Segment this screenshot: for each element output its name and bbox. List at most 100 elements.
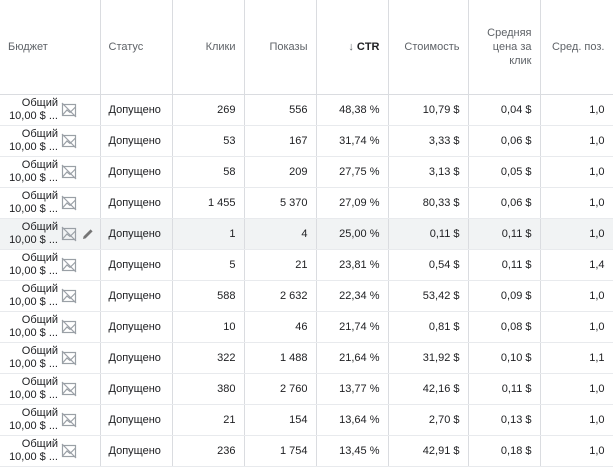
table-row[interactable]: Общий 10,00 $ ... Допущено 269 556 48,38 % 10,… xyxy=(0,94,613,126)
budget-value: Общий 10,00 $ ... xyxy=(0,314,58,340)
cell-budget[interactable]: Общий 10,00 $ ... xyxy=(0,249,101,281)
cell-avg-position: 1,0 xyxy=(540,125,613,157)
cell-ctr: 27,75 % xyxy=(316,156,389,188)
sort-arrow-icon: ↓ xyxy=(348,40,354,53)
cell-status: Допущено xyxy=(100,187,173,219)
cell-budget[interactable]: Общий 10,00 $ ... xyxy=(0,187,101,219)
cell-avg-cpc: 0,06 $ xyxy=(468,125,541,157)
chart-crossed-icon[interactable] xyxy=(61,226,77,242)
cell-impressions: 4 xyxy=(244,218,317,250)
table-row[interactable]: Общий 10,00 $ ... Допущено 5 21 23,81 % 0,54 $… xyxy=(0,249,613,281)
cell-status: Допущено xyxy=(100,125,173,157)
budget-amount: 10,00 $ ... xyxy=(9,295,58,308)
cell-avg-position: 1,0 xyxy=(540,404,613,436)
budget-value: Общий 10,00 $ ... xyxy=(0,159,58,185)
cell-budget[interactable]: Общий 10,00 $ ... xyxy=(0,342,101,374)
cell-ctr: 23,81 % xyxy=(316,249,389,281)
column-header-impressions[interactable]: Показы xyxy=(244,0,317,95)
cell-cost: 31,92 $ xyxy=(388,342,469,374)
cell-avg-position: 1,0 xyxy=(540,373,613,405)
cell-budget[interactable]: Общий 10,00 $ ... xyxy=(0,373,101,405)
cell-avg-cpc: 0,11 $ xyxy=(468,249,541,281)
cell-status: Допущено xyxy=(100,280,173,312)
table-row[interactable]: Общий 10,00 $ ... Допущено 53 167 31,74 % 3,33… xyxy=(0,125,613,157)
cell-avg-cpc: 0,06 $ xyxy=(468,187,541,219)
chart-crossed-icon[interactable] xyxy=(61,102,77,118)
cell-impressions: 154 xyxy=(244,404,317,436)
cell-ctr: 25,00 % xyxy=(316,218,389,250)
column-header-label: Сред. поз. xyxy=(551,40,605,53)
budget-value: Общий 10,00 $ ... xyxy=(0,407,58,433)
chart-crossed-icon[interactable] xyxy=(61,319,77,335)
cell-clicks: 21 xyxy=(172,404,245,436)
cell-status: Допущено xyxy=(100,404,173,436)
cell-avg-cpc: 0,04 $ xyxy=(468,94,541,126)
table-row[interactable]: Общий 10,00 $ ... Допущено 21 154 13,64 % 2,70… xyxy=(0,404,613,436)
budget-type: Общий xyxy=(21,127,58,140)
column-header-ctr[interactable]: ↓ CTR xyxy=(316,0,389,95)
budget-value: Общий 10,00 $ ... xyxy=(0,252,58,278)
cell-status: Допущено xyxy=(100,156,173,188)
budget-type: Общий xyxy=(21,406,58,419)
cell-cost: 3,13 $ xyxy=(388,156,469,188)
cell-cost: 42,16 $ xyxy=(388,373,469,405)
cell-budget[interactable]: Общий 10,00 $ ... xyxy=(0,311,101,343)
budget-value: Общий 10,00 $ ... xyxy=(0,97,58,123)
cell-cost: 0,11 $ xyxy=(388,218,469,250)
cell-budget[interactable]: Общий 10,00 $ ... xyxy=(0,125,101,157)
chart-crossed-icon[interactable] xyxy=(61,195,77,211)
chart-crossed-icon[interactable] xyxy=(61,288,77,304)
cell-avg-cpc: 0,11 $ xyxy=(468,373,541,405)
cell-impressions: 209 xyxy=(244,156,317,188)
column-header-budget[interactable]: Бюджет xyxy=(0,0,101,95)
cell-cost: 3,33 $ xyxy=(388,125,469,157)
table-row[interactable]: Общий 10,00 $ ... Допущено 322 1 488 21,64 % 3… xyxy=(0,342,613,374)
cell-status: Допущено xyxy=(100,94,173,126)
cell-ctr: 13,64 % xyxy=(316,404,389,436)
column-header-label: Показы xyxy=(269,40,308,53)
cell-clicks: 58 xyxy=(172,156,245,188)
pencil-edit-icon[interactable] xyxy=(81,227,95,241)
cell-budget[interactable]: Общий 10,00 $ ... xyxy=(0,280,101,312)
table-row[interactable]: Общий 10,00 $ ... Допущено 588 2 632 22,34 % 5… xyxy=(0,280,613,312)
budget-type: Общий xyxy=(21,344,58,357)
cell-avg-position: 1,0 xyxy=(540,218,613,250)
column-header-status[interactable]: Статус xyxy=(100,0,173,95)
column-header-clicks[interactable]: Клики xyxy=(172,0,245,95)
cell-budget[interactable]: Общий 10,00 $ ... xyxy=(0,404,101,436)
column-header-avg-position[interactable]: Сред. поз. xyxy=(540,0,613,95)
budget-value: Общий 10,00 $ ... xyxy=(0,283,58,309)
cell-avg-position: 1,4 xyxy=(540,249,613,281)
cell-avg-cpc: 0,05 $ xyxy=(468,156,541,188)
budget-amount: 10,00 $ ... xyxy=(9,233,58,246)
chart-crossed-icon[interactable] xyxy=(61,133,77,149)
table-row[interactable]: Общий 10,00 $ ... Допущено 380 2 760 13,77 % 4… xyxy=(0,373,613,405)
chart-crossed-icon[interactable] xyxy=(61,164,77,180)
cell-avg-position: 1,0 xyxy=(540,311,613,343)
cell-budget[interactable]: Общий 10,00 $ ... xyxy=(0,94,101,126)
table-row[interactable]: Общий 10,00 $ ... Допущено 10 46 21,74 % 0,81 … xyxy=(0,311,613,343)
budget-amount: 10,00 $ ... xyxy=(9,388,58,401)
budget-type: Общий xyxy=(21,282,58,295)
table-row[interactable]: Общий 10,00 $ ... Допущено 1 4 25,00 % 0,11 $0… xyxy=(0,218,613,250)
budget-type: Общий xyxy=(21,437,58,450)
column-header-label: Стоимость xyxy=(404,40,460,53)
chart-crossed-icon[interactable] xyxy=(61,257,77,273)
table-row[interactable]: Общий 10,00 $ ... Допущено 58 209 27,75 % 3,13… xyxy=(0,156,613,188)
chart-crossed-icon[interactable] xyxy=(61,412,77,428)
cell-clicks: 10 xyxy=(172,311,245,343)
cell-impressions: 167 xyxy=(244,125,317,157)
chart-crossed-icon[interactable] xyxy=(61,350,77,366)
cell-impressions: 46 xyxy=(244,311,317,343)
budget-amount: 10,00 $ ... xyxy=(9,357,58,370)
cell-budget[interactable]: Общий 10,00 $ ... xyxy=(0,218,101,250)
cell-clicks: 1 455 xyxy=(172,187,245,219)
chart-crossed-icon[interactable] xyxy=(61,381,77,397)
table-row[interactable]: Общий 10,00 $ ... Допущено 1 455 5 370 27,09 … xyxy=(0,187,613,219)
cell-budget[interactable]: Общий 10,00 $ ... xyxy=(0,156,101,188)
column-header-avg-cpc[interactable]: Средняя цена за клик xyxy=(468,0,541,95)
cell-cost: 80,33 $ xyxy=(388,187,469,219)
column-header-cost[interactable]: Стоимость xyxy=(388,0,469,95)
cell-avg-cpc: 0,11 $ xyxy=(468,218,541,250)
